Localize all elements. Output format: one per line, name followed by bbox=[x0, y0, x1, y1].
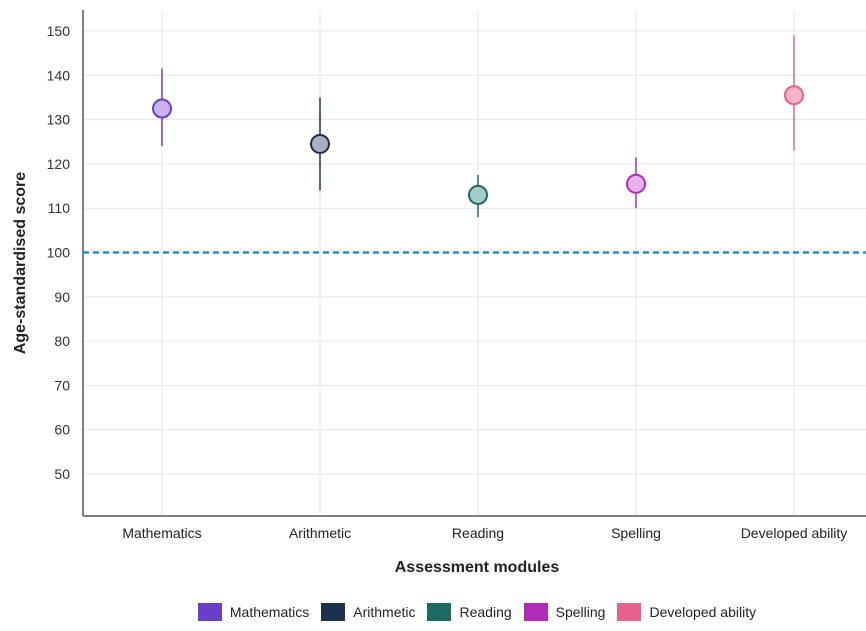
legend-label: Reading bbox=[459, 604, 512, 620]
legend: Mathematics Arithmetic Reading Spelling Deve… bbox=[0, 603, 866, 621]
x-tick-label: Mathematics bbox=[122, 525, 201, 541]
legend-label: Spelling bbox=[555, 604, 606, 620]
legend-item: Mathematics bbox=[197, 603, 310, 621]
gridlines bbox=[83, 10, 866, 516]
x-tick-label: Spelling bbox=[611, 525, 661, 541]
y-tick-label: 50 bbox=[54, 466, 70, 482]
chart: 50 60 70 80 90 100 110 120 130 140 150 Mathematics… bbox=[12, 10, 866, 576]
legend-label: Developed ability bbox=[649, 604, 757, 620]
y-tick-label: 140 bbox=[47, 67, 71, 83]
y-tick-label: 110 bbox=[48, 200, 71, 216]
x-tick-label: Arithmetic bbox=[289, 525, 351, 541]
y-tick-label: 70 bbox=[54, 377, 70, 393]
data-point bbox=[468, 184, 488, 205]
data-point bbox=[152, 98, 172, 119]
legend-swatch bbox=[523, 603, 548, 621]
legend-item: Spelling bbox=[523, 603, 606, 621]
y-tick-label: 60 bbox=[54, 422, 70, 438]
legend-swatch bbox=[427, 603, 452, 621]
y-tick-label: 80 bbox=[54, 333, 70, 349]
legend-swatch bbox=[197, 603, 222, 621]
legend-label: Arithmetic bbox=[353, 604, 416, 620]
y-tick-label: 150 bbox=[47, 23, 71, 39]
x-tick-label: Reading bbox=[452, 525, 504, 541]
legend-item: Arithmetic bbox=[321, 603, 415, 621]
legend-label: Mathematics bbox=[229, 604, 310, 620]
legend-swatch bbox=[617, 603, 642, 621]
y-axis-title: Age-standardised score bbox=[12, 172, 29, 354]
data-marks bbox=[152, 35, 804, 218]
data-point bbox=[626, 173, 646, 194]
legend-swatch bbox=[321, 603, 346, 621]
y-tick-label: 130 bbox=[47, 112, 71, 128]
y-tick-label: 90 bbox=[54, 289, 70, 305]
x-axis-title: Assessment modules bbox=[395, 559, 560, 576]
legend-items: Mathematics Arithmetic Reading Spelling Deve… bbox=[197, 603, 768, 621]
y-tick-labels: 50 60 70 80 90 100 110 120 130 140 150 bbox=[47, 23, 71, 482]
data-point bbox=[784, 85, 804, 106]
y-tick-label: 120 bbox=[47, 156, 71, 172]
legend-item: Developed ability bbox=[617, 603, 756, 621]
y-tick-label: 100 bbox=[47, 245, 71, 261]
x-tick-label: Developed ability bbox=[741, 525, 848, 541]
data-point bbox=[310, 133, 330, 154]
x-tick-labels: Mathematics Arithmetic Reading Spelling Deve… bbox=[122, 525, 847, 541]
legend-item: Reading bbox=[427, 603, 512, 621]
